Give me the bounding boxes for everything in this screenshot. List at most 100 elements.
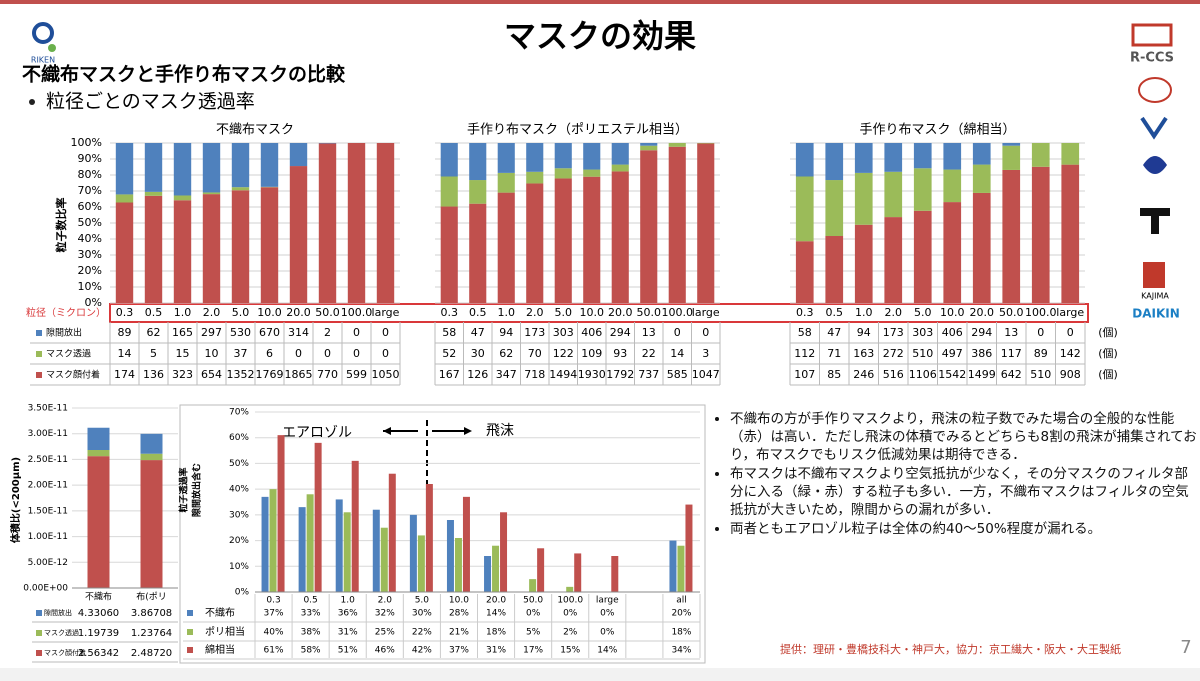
row-label: マスク顔付着 <box>46 369 100 381</box>
bar-segment <box>260 187 279 303</box>
table-cell: 2.56342 <box>78 648 119 659</box>
legend-swatch <box>36 630 42 636</box>
bar-segment <box>497 192 515 303</box>
table-cell: 3.86708 <box>131 608 172 619</box>
table-cell: 1.23764 <box>131 628 172 639</box>
table-cell: 770 <box>317 368 338 381</box>
table-cell: 58% <box>301 646 321 656</box>
y-tick-label: 20% <box>229 536 249 546</box>
category-label: 2.0 <box>203 306 221 319</box>
bar-segment <box>173 195 192 201</box>
note: 両者ともエアロゾル粒子は全体の約40〜50%程度が漏れる。 <box>730 520 1200 538</box>
category-label: 100.0 <box>1025 306 1057 319</box>
table-cell: 14 <box>118 347 132 360</box>
bar-segment <box>884 217 903 303</box>
table-cell: 40% <box>264 628 284 638</box>
unit-label: (個) <box>1098 326 1118 339</box>
category-label: 2.0 <box>526 306 544 319</box>
table-cell: 47 <box>471 326 485 339</box>
bar <box>351 460 359 592</box>
table-cell: 406 <box>942 326 963 339</box>
bar-segment <box>795 143 814 177</box>
category-label: 5.0 <box>555 306 573 319</box>
table-cell: 34% <box>671 646 691 656</box>
table-cell: 22 <box>642 347 656 360</box>
bar <box>611 556 619 592</box>
table-cell: 294 <box>610 326 631 339</box>
bar-segment <box>972 164 991 193</box>
category-label: 0.5 <box>826 306 844 319</box>
table-cell: 2 <box>324 326 331 339</box>
table-cell: 142 <box>1060 347 1081 360</box>
table-cell: 122 <box>553 347 574 360</box>
category-label: large <box>692 306 720 319</box>
legend-swatch <box>36 330 42 336</box>
table-cell: 0 <box>324 347 331 360</box>
y-tick-label: 40% <box>229 485 249 495</box>
bar-segment <box>115 143 134 195</box>
bar-segment <box>376 143 395 303</box>
table-cell: 36% <box>338 609 358 619</box>
bar-segment <box>289 166 308 303</box>
category-label: 100.0 <box>557 596 583 606</box>
category-label: 5.0 <box>232 306 250 319</box>
category-label: 50.0 <box>523 596 543 606</box>
legend-swatch <box>187 629 193 635</box>
bar-segment <box>140 453 163 461</box>
category-label: 20.0 <box>286 306 311 319</box>
table-cell: 126 <box>467 368 488 381</box>
table-cell: 0 <box>1067 326 1074 339</box>
logo-text: DAIKIN <box>1132 307 1180 321</box>
arrow-head <box>383 427 391 435</box>
bar-segment <box>497 143 515 173</box>
table-cell: 406 <box>581 326 602 339</box>
bar-segment <box>440 143 458 177</box>
bar-segment <box>173 200 192 303</box>
table-cell: 1106 <box>909 368 937 381</box>
category-label: 20.0 <box>608 306 633 319</box>
table-cell: 585 <box>667 368 688 381</box>
table-cell: 5% <box>526 628 541 638</box>
row-label: 隙間放出 <box>44 608 72 617</box>
top-rule <box>0 0 1200 4</box>
bar-segment <box>913 210 932 303</box>
table-cell: 15% <box>560 646 580 656</box>
table-cell: 89 <box>118 326 132 339</box>
table-cell: 5 <box>150 347 157 360</box>
logo-text: RIKEN <box>31 56 55 65</box>
bar-segment <box>943 169 962 203</box>
table-cell: 173 <box>883 326 904 339</box>
legend-swatch <box>36 650 42 656</box>
category-label: 100.0 <box>341 306 373 319</box>
category-label: 0.3 <box>441 306 459 319</box>
bar-segment <box>795 176 814 242</box>
category-label: 2.0 <box>885 306 903 319</box>
category-label: 0.5 <box>469 306 487 319</box>
category-label: 20.0 <box>970 306 995 319</box>
table-cell: 89 <box>1034 347 1048 360</box>
bar-segment <box>202 194 221 303</box>
logo-mark <box>1140 116 1168 140</box>
bar-segment <box>140 460 163 588</box>
table-cell: 670 <box>259 326 280 339</box>
logo-mark <box>1138 77 1172 103</box>
unit-label: (個) <box>1098 368 1118 381</box>
table-cell: 38% <box>301 628 321 638</box>
bar-segment <box>825 143 844 181</box>
logo-mark <box>1151 208 1159 234</box>
bar <box>306 494 314 592</box>
plot-frame <box>179 404 706 664</box>
x-axis-label: 粒径（ミクロン） <box>26 306 106 319</box>
bar-segment <box>469 203 487 303</box>
bar-segment <box>347 143 366 303</box>
table-cell: 17% <box>523 646 543 656</box>
note: 不織布の方が手作りマスクより，飛沫の粒子数でみた場合の全般的な性能（赤）は高い．… <box>730 410 1200 464</box>
table-cell: 62 <box>499 347 513 360</box>
bar-segment <box>884 143 903 172</box>
table-cell: 1792 <box>606 368 634 381</box>
bar <box>388 473 396 592</box>
bar-segment <box>526 171 544 184</box>
table-cell: 13 <box>642 326 656 339</box>
category-label: 100.0 <box>662 306 694 319</box>
logo-text: R-CCS <box>1130 51 1174 66</box>
